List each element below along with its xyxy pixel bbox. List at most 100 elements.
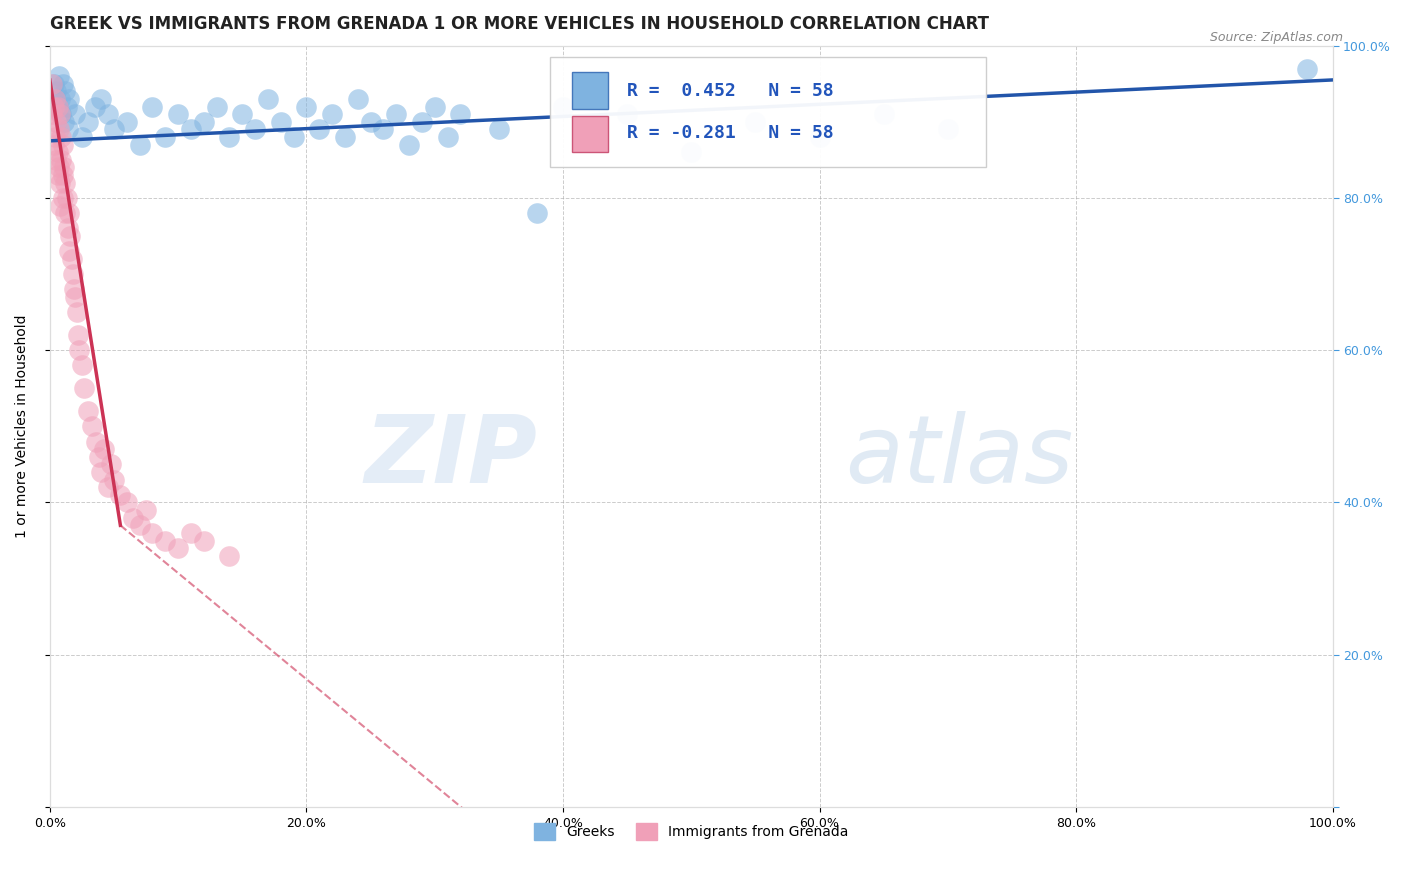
Point (56, 221, 79, 235)
Point (58, 244, 80, 259)
Point (167, 541, 190, 556)
Point (51, 107, 73, 121)
Point (58, 92, 80, 106)
Point (58, 206, 80, 220)
Point (49, 176, 72, 190)
Y-axis label: 1 or more Vehicles in Household: 1 or more Vehicles in Household (15, 315, 30, 538)
Bar (572, 116, 607, 153)
Point (141, 99, 163, 113)
Point (93, 442, 115, 457)
Point (55, 191, 77, 205)
Point (52, 161, 75, 175)
Text: Source: ZipAtlas.com: Source: ZipAtlas.com (1209, 31, 1343, 45)
Point (41, 107, 63, 121)
Point (42, 77, 65, 91)
Text: atlas: atlas (845, 411, 1073, 502)
Point (56, 122, 79, 136)
Point (51, 153, 73, 167)
Point (744, 115, 766, 129)
Point (42, 99, 65, 113)
Point (77, 404, 100, 418)
FancyBboxPatch shape (550, 57, 987, 168)
Point (70, 359, 93, 373)
Point (51, 130, 73, 145)
Point (936, 122, 959, 136)
Point (46, 99, 69, 113)
Point (48, 161, 70, 175)
Point (49, 198, 72, 212)
Point (141, 525, 163, 540)
Point (231, 107, 253, 121)
Point (52, 168, 75, 182)
Point (90, 465, 112, 479)
Point (62, 267, 84, 281)
Point (52, 115, 75, 129)
Point (115, 115, 138, 129)
Point (398, 137, 420, 152)
Point (55, 99, 77, 113)
Point (128, 137, 150, 152)
Point (333, 130, 356, 145)
Point (155, 533, 177, 548)
Point (110, 488, 132, 502)
Point (84, 434, 107, 449)
Point (46, 99, 69, 113)
Point (360, 115, 382, 129)
Point (115, 495, 138, 509)
Point (180, 122, 202, 136)
Point (205, 99, 228, 113)
Point (128, 518, 150, 533)
Point (77, 115, 100, 129)
Point (180, 525, 202, 540)
Text: R = -0.281   N = 58: R = -0.281 N = 58 (627, 124, 834, 142)
Point (436, 130, 458, 145)
Text: ZIP: ZIP (364, 411, 537, 503)
Point (67, 343, 90, 358)
Bar (572, 72, 607, 109)
Point (73, 381, 96, 395)
Point (103, 473, 125, 487)
Point (48, 69, 70, 83)
Point (808, 130, 831, 145)
Point (44, 92, 66, 106)
Point (60, 252, 83, 266)
Point (373, 122, 395, 136)
Point (681, 145, 703, 160)
Point (135, 503, 157, 517)
Point (48, 122, 70, 136)
Point (103, 122, 125, 136)
Point (65, 107, 87, 121)
Point (70, 130, 93, 145)
Text: GREEK VS IMMIGRANTS FROM GRENADA 1 OR MORE VEHICLES IN HOUSEHOLD CORRELATION CHA: GREEK VS IMMIGRANTS FROM GRENADA 1 OR MO… (49, 15, 988, 33)
Point (83, 99, 105, 113)
Point (321, 107, 343, 121)
Point (346, 92, 368, 106)
Point (52, 191, 75, 205)
Point (257, 92, 280, 106)
Point (449, 107, 471, 121)
Point (243, 122, 266, 136)
Point (49, 92, 72, 106)
Point (122, 510, 145, 524)
Point (44, 92, 66, 106)
Text: R =  0.452   N = 58: R = 0.452 N = 58 (627, 81, 834, 100)
Point (87, 450, 110, 464)
Point (97, 107, 120, 121)
Point (67, 328, 90, 343)
Point (41, 77, 63, 91)
Point (616, 107, 638, 121)
Point (63, 282, 86, 296)
Point (295, 99, 318, 113)
Point (100, 458, 122, 472)
Point (308, 122, 330, 136)
Point (193, 115, 215, 129)
Point (53, 84, 76, 98)
Point (97, 480, 120, 494)
Point (45, 153, 67, 167)
Point (53, 176, 76, 190)
Point (52, 137, 75, 152)
Point (283, 130, 305, 145)
Point (42, 137, 65, 152)
Point (46, 168, 69, 182)
Point (167, 107, 190, 121)
